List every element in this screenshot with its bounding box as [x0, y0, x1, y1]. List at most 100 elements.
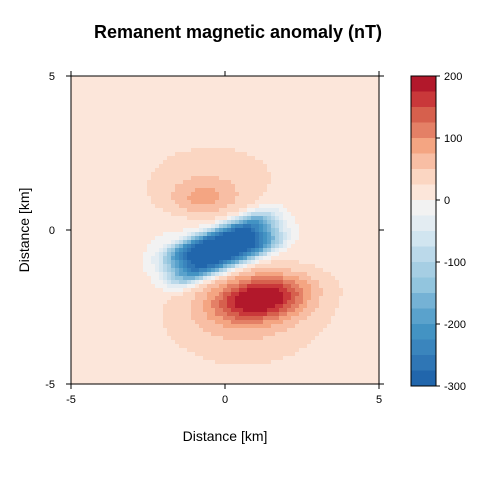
heatmap-cell — [167, 336, 172, 341]
heatmap-cell — [227, 260, 232, 265]
heatmap-cell — [307, 224, 312, 229]
heatmap-cell — [231, 204, 236, 209]
heatmap-cell — [239, 192, 244, 197]
heatmap-cell — [231, 124, 236, 129]
heatmap-cell — [167, 352, 172, 357]
heatmap-cell — [147, 316, 152, 321]
heatmap-cell — [71, 324, 76, 329]
heatmap-cell — [163, 148, 168, 153]
heatmap-cell — [219, 160, 224, 165]
heatmap-cell — [283, 188, 288, 193]
heatmap-cell — [239, 336, 244, 341]
heatmap-cell — [143, 376, 148, 381]
heatmap-cell — [267, 208, 272, 213]
heatmap-cell — [111, 336, 116, 341]
heatmap-cell — [159, 220, 164, 225]
heatmap-cell — [291, 344, 296, 349]
heatmap-cell — [95, 260, 100, 265]
heatmap-cell — [259, 208, 264, 213]
heatmap-cell — [271, 360, 276, 365]
heatmap-cell — [279, 76, 284, 81]
heatmap-cell — [127, 160, 132, 165]
heatmap-cell — [171, 184, 176, 189]
heatmap-cell — [175, 104, 180, 109]
heatmap-cell — [123, 160, 128, 165]
heatmap-cell — [199, 220, 204, 225]
heatmap-cell — [251, 136, 256, 141]
heatmap-cell — [195, 116, 200, 121]
heatmap-cell — [279, 208, 284, 213]
heatmap-cell — [79, 192, 84, 197]
heatmap-cell — [123, 148, 128, 153]
heatmap-cell — [291, 84, 296, 89]
heatmap-cell — [287, 208, 292, 213]
heatmap-cell — [279, 368, 284, 373]
heatmap-cell — [123, 136, 128, 141]
heatmap-cell — [91, 232, 96, 237]
heatmap-cell — [143, 252, 148, 257]
heatmap-cell — [179, 304, 184, 309]
heatmap-cell — [267, 212, 272, 217]
heatmap-cell — [135, 256, 140, 261]
heatmap-cell — [315, 368, 320, 373]
heatmap-cell — [127, 140, 132, 145]
heatmap-cell — [159, 300, 164, 305]
heatmap-cell — [119, 296, 124, 301]
heatmap-cell — [123, 328, 128, 333]
heatmap-cell — [275, 288, 280, 293]
heatmap-cell — [99, 228, 104, 233]
heatmap-cell — [247, 368, 252, 373]
heatmap-cell — [131, 308, 136, 313]
heatmap-cell — [235, 312, 240, 317]
heatmap-cell — [151, 288, 156, 293]
heatmap-cell — [251, 236, 256, 241]
heatmap-cell — [283, 344, 288, 349]
heatmap-cell — [315, 316, 320, 321]
heatmap-cell — [299, 356, 304, 361]
heatmap-cell — [107, 236, 112, 241]
heatmap-cell — [319, 216, 324, 221]
heatmap-cell — [255, 336, 260, 341]
heatmap-cell — [103, 184, 108, 189]
heatmap-cell — [295, 356, 300, 361]
heatmap-cell — [83, 276, 88, 281]
heatmap-cell — [275, 172, 280, 177]
heatmap-cell — [163, 124, 168, 129]
heatmap-cell — [175, 248, 180, 253]
heatmap-cell — [299, 304, 304, 309]
heatmap-cell — [91, 208, 96, 213]
heatmap-cell — [207, 148, 212, 153]
heatmap-cell — [211, 284, 216, 289]
heatmap-cell — [75, 88, 80, 93]
heatmap-cell — [239, 344, 244, 349]
heatmap-cell — [327, 148, 332, 153]
heatmap-cell — [147, 236, 152, 241]
heatmap-cell — [131, 124, 136, 129]
heatmap-cell — [191, 292, 196, 297]
heatmap-cell — [167, 256, 172, 261]
heatmap-cell — [91, 228, 96, 233]
heatmap-cell — [195, 264, 200, 269]
heatmap-cell — [239, 80, 244, 85]
heatmap-cell — [235, 196, 240, 201]
heatmap-cell — [139, 248, 144, 253]
heatmap-cell — [155, 304, 160, 309]
heatmap-cell — [83, 228, 88, 233]
heatmap-cell — [183, 216, 188, 221]
heatmap-cell — [215, 336, 220, 341]
heatmap-cell — [271, 108, 276, 113]
heatmap-cell — [83, 132, 88, 137]
heatmap-cell — [103, 80, 108, 85]
heatmap-cell — [235, 292, 240, 297]
heatmap-cell — [283, 244, 288, 249]
heatmap-cell — [191, 276, 196, 281]
heatmap-cell — [235, 372, 240, 377]
heatmap-cell — [191, 352, 196, 357]
heatmap-cell — [227, 228, 232, 233]
heatmap-cell — [79, 156, 84, 161]
heatmap-cell — [275, 272, 280, 277]
heatmap-cell — [303, 104, 308, 109]
heatmap-cell — [75, 112, 80, 117]
heatmap-cell — [163, 260, 168, 265]
heatmap-cell — [123, 372, 128, 377]
